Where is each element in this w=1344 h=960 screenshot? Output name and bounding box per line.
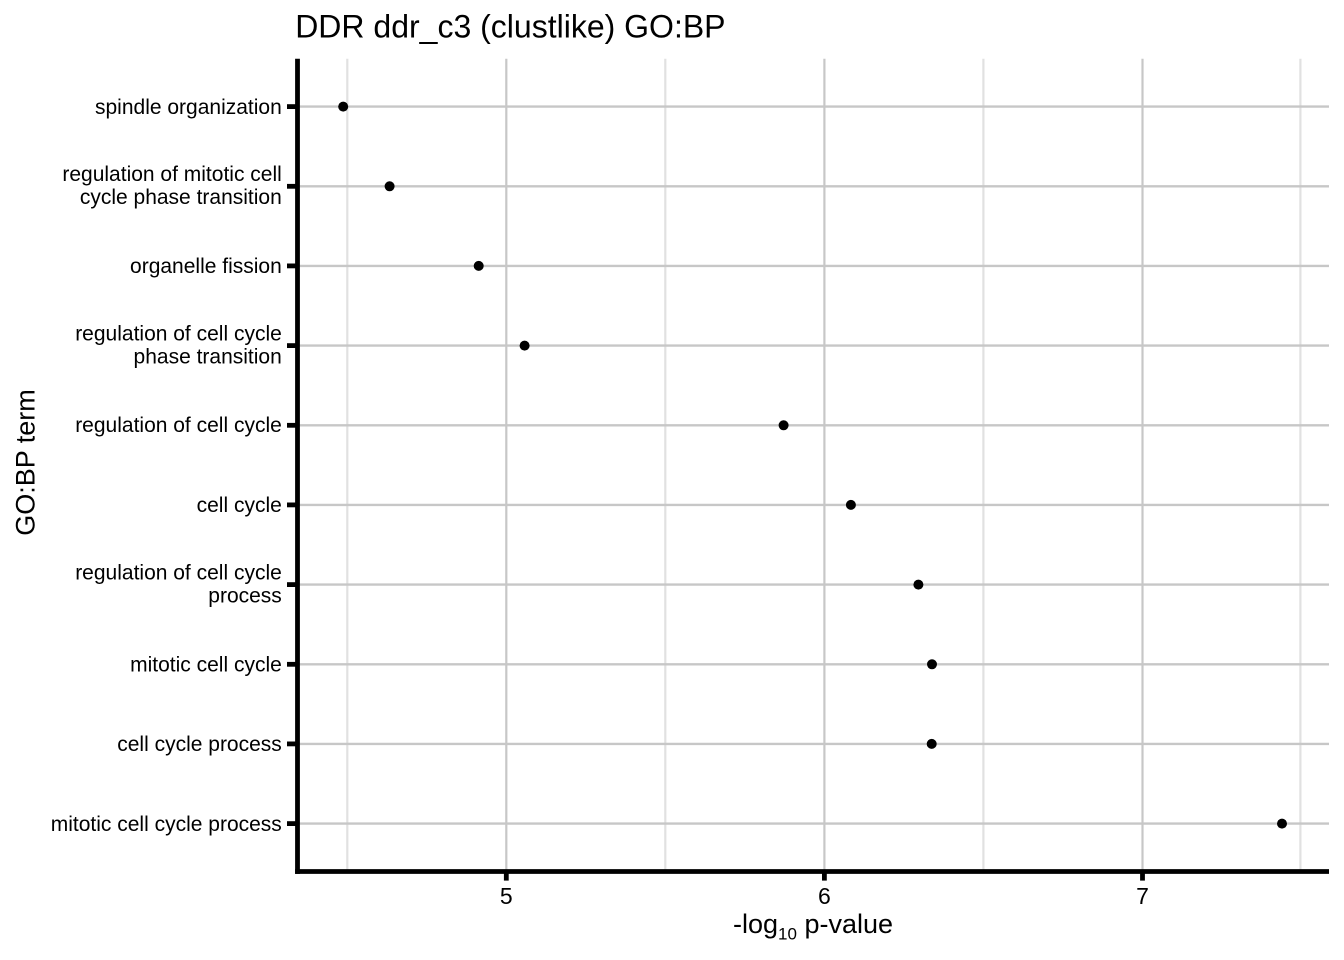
svg-text:-log10 p-value: -log10 p-value xyxy=(733,909,893,943)
svg-text:cycle phase transition: cycle phase transition xyxy=(80,186,282,209)
svg-text:GO:BP term: GO:BP term xyxy=(11,389,41,536)
svg-text:regulation of cell cycle: regulation of cell cycle xyxy=(75,414,282,437)
svg-text:regulation of mitotic cell: regulation of mitotic cell xyxy=(62,163,281,186)
svg-text:mitotic cell cycle process: mitotic cell cycle process xyxy=(51,813,282,836)
svg-text:mitotic cell cycle: mitotic cell cycle xyxy=(130,654,282,677)
svg-text:process: process xyxy=(208,584,282,607)
svg-text:6: 6 xyxy=(818,883,831,909)
svg-text:spindle organization: spindle organization xyxy=(95,96,282,119)
svg-text:organelle fission: organelle fission xyxy=(130,255,282,278)
svg-text:regulation of cell cycle: regulation of cell cycle xyxy=(75,322,282,345)
svg-text:5: 5 xyxy=(500,883,513,909)
svg-text:regulation of cell cycle: regulation of cell cycle xyxy=(75,561,282,584)
svg-text:DDR ddr_c3 (clustlike) GO:BP: DDR ddr_c3 (clustlike) GO:BP xyxy=(295,9,725,45)
svg-text:cell cycle process: cell cycle process xyxy=(117,733,282,756)
svg-text:7: 7 xyxy=(1136,883,1149,909)
svg-text:cell cycle: cell cycle xyxy=(197,494,282,517)
svg-text:phase transition: phase transition xyxy=(134,345,282,368)
